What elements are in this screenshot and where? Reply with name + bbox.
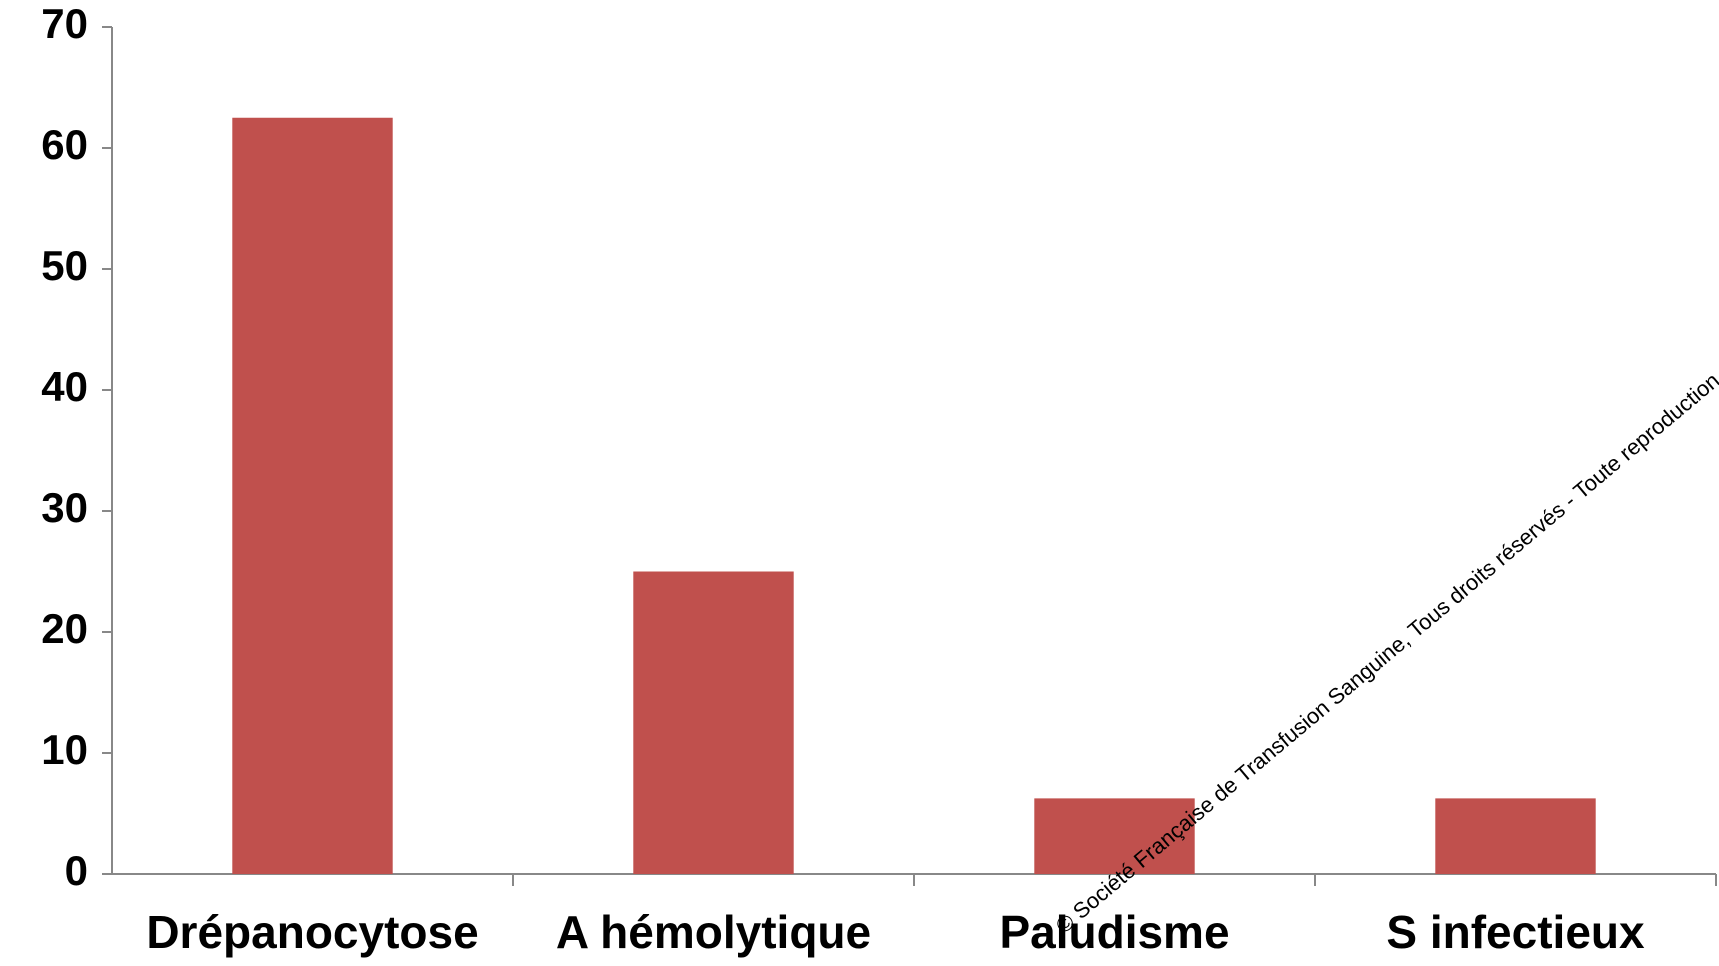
watermark: © Société Française de Transfusion Sangu… bbox=[1051, 304, 1719, 938]
x-tick-label: A hémolytique bbox=[556, 906, 871, 958]
y-tick-label: 50 bbox=[41, 242, 88, 289]
y-tick-label: 40 bbox=[41, 363, 88, 410]
x-tick-label: S infectieux bbox=[1386, 906, 1645, 958]
bar bbox=[1435, 798, 1596, 874]
bar bbox=[1034, 798, 1195, 874]
y-tick-label: 10 bbox=[41, 726, 88, 773]
y-tick-label: 30 bbox=[41, 484, 88, 531]
y-tick-label: 20 bbox=[41, 605, 88, 652]
bar bbox=[232, 117, 393, 874]
y-tick-label: 0 bbox=[65, 847, 88, 894]
x-tick-label: Drépanocytose bbox=[146, 906, 478, 958]
y-tick-label: 60 bbox=[41, 121, 88, 168]
bar bbox=[633, 571, 794, 874]
x-tick-label: Paludisme bbox=[999, 906, 1229, 958]
y-tick-label: 70 bbox=[41, 0, 88, 47]
